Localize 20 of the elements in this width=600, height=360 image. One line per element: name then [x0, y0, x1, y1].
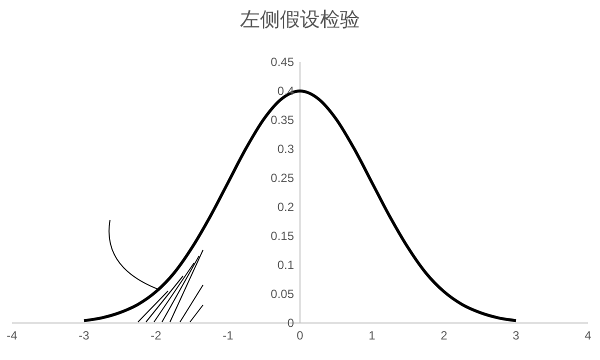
x-tick-label: -2 — [150, 328, 162, 343]
chart-title: 左侧假设检验 — [239, 8, 361, 33]
x-tick-label: 0 — [296, 328, 304, 343]
y-tick-label: 0.05 — [270, 287, 294, 301]
y-tick-label: 0.45 — [270, 55, 294, 69]
y-tick-label: 0.15 — [270, 229, 294, 243]
y-tick-label: 0 — [287, 316, 294, 330]
y-tick-label: 0.2 — [277, 200, 294, 214]
y-tick-label: 0.1 — [277, 258, 294, 272]
x-tick-label: 3 — [512, 328, 520, 343]
y-tick-label: 0.25 — [270, 171, 294, 185]
y-tick-label: 0.3 — [277, 142, 294, 156]
x-tick-label: 1 — [368, 328, 376, 343]
x-tick-label: -1 — [222, 328, 234, 343]
x-tick-label: -4 — [6, 328, 18, 343]
y-tick-label: 0.35 — [270, 113, 294, 127]
x-tick-label: 4 — [584, 328, 592, 343]
y-tick-label: 0.4 — [277, 84, 294, 98]
x-tick-label: 2 — [440, 328, 448, 343]
x-tick-label: -3 — [78, 328, 90, 343]
